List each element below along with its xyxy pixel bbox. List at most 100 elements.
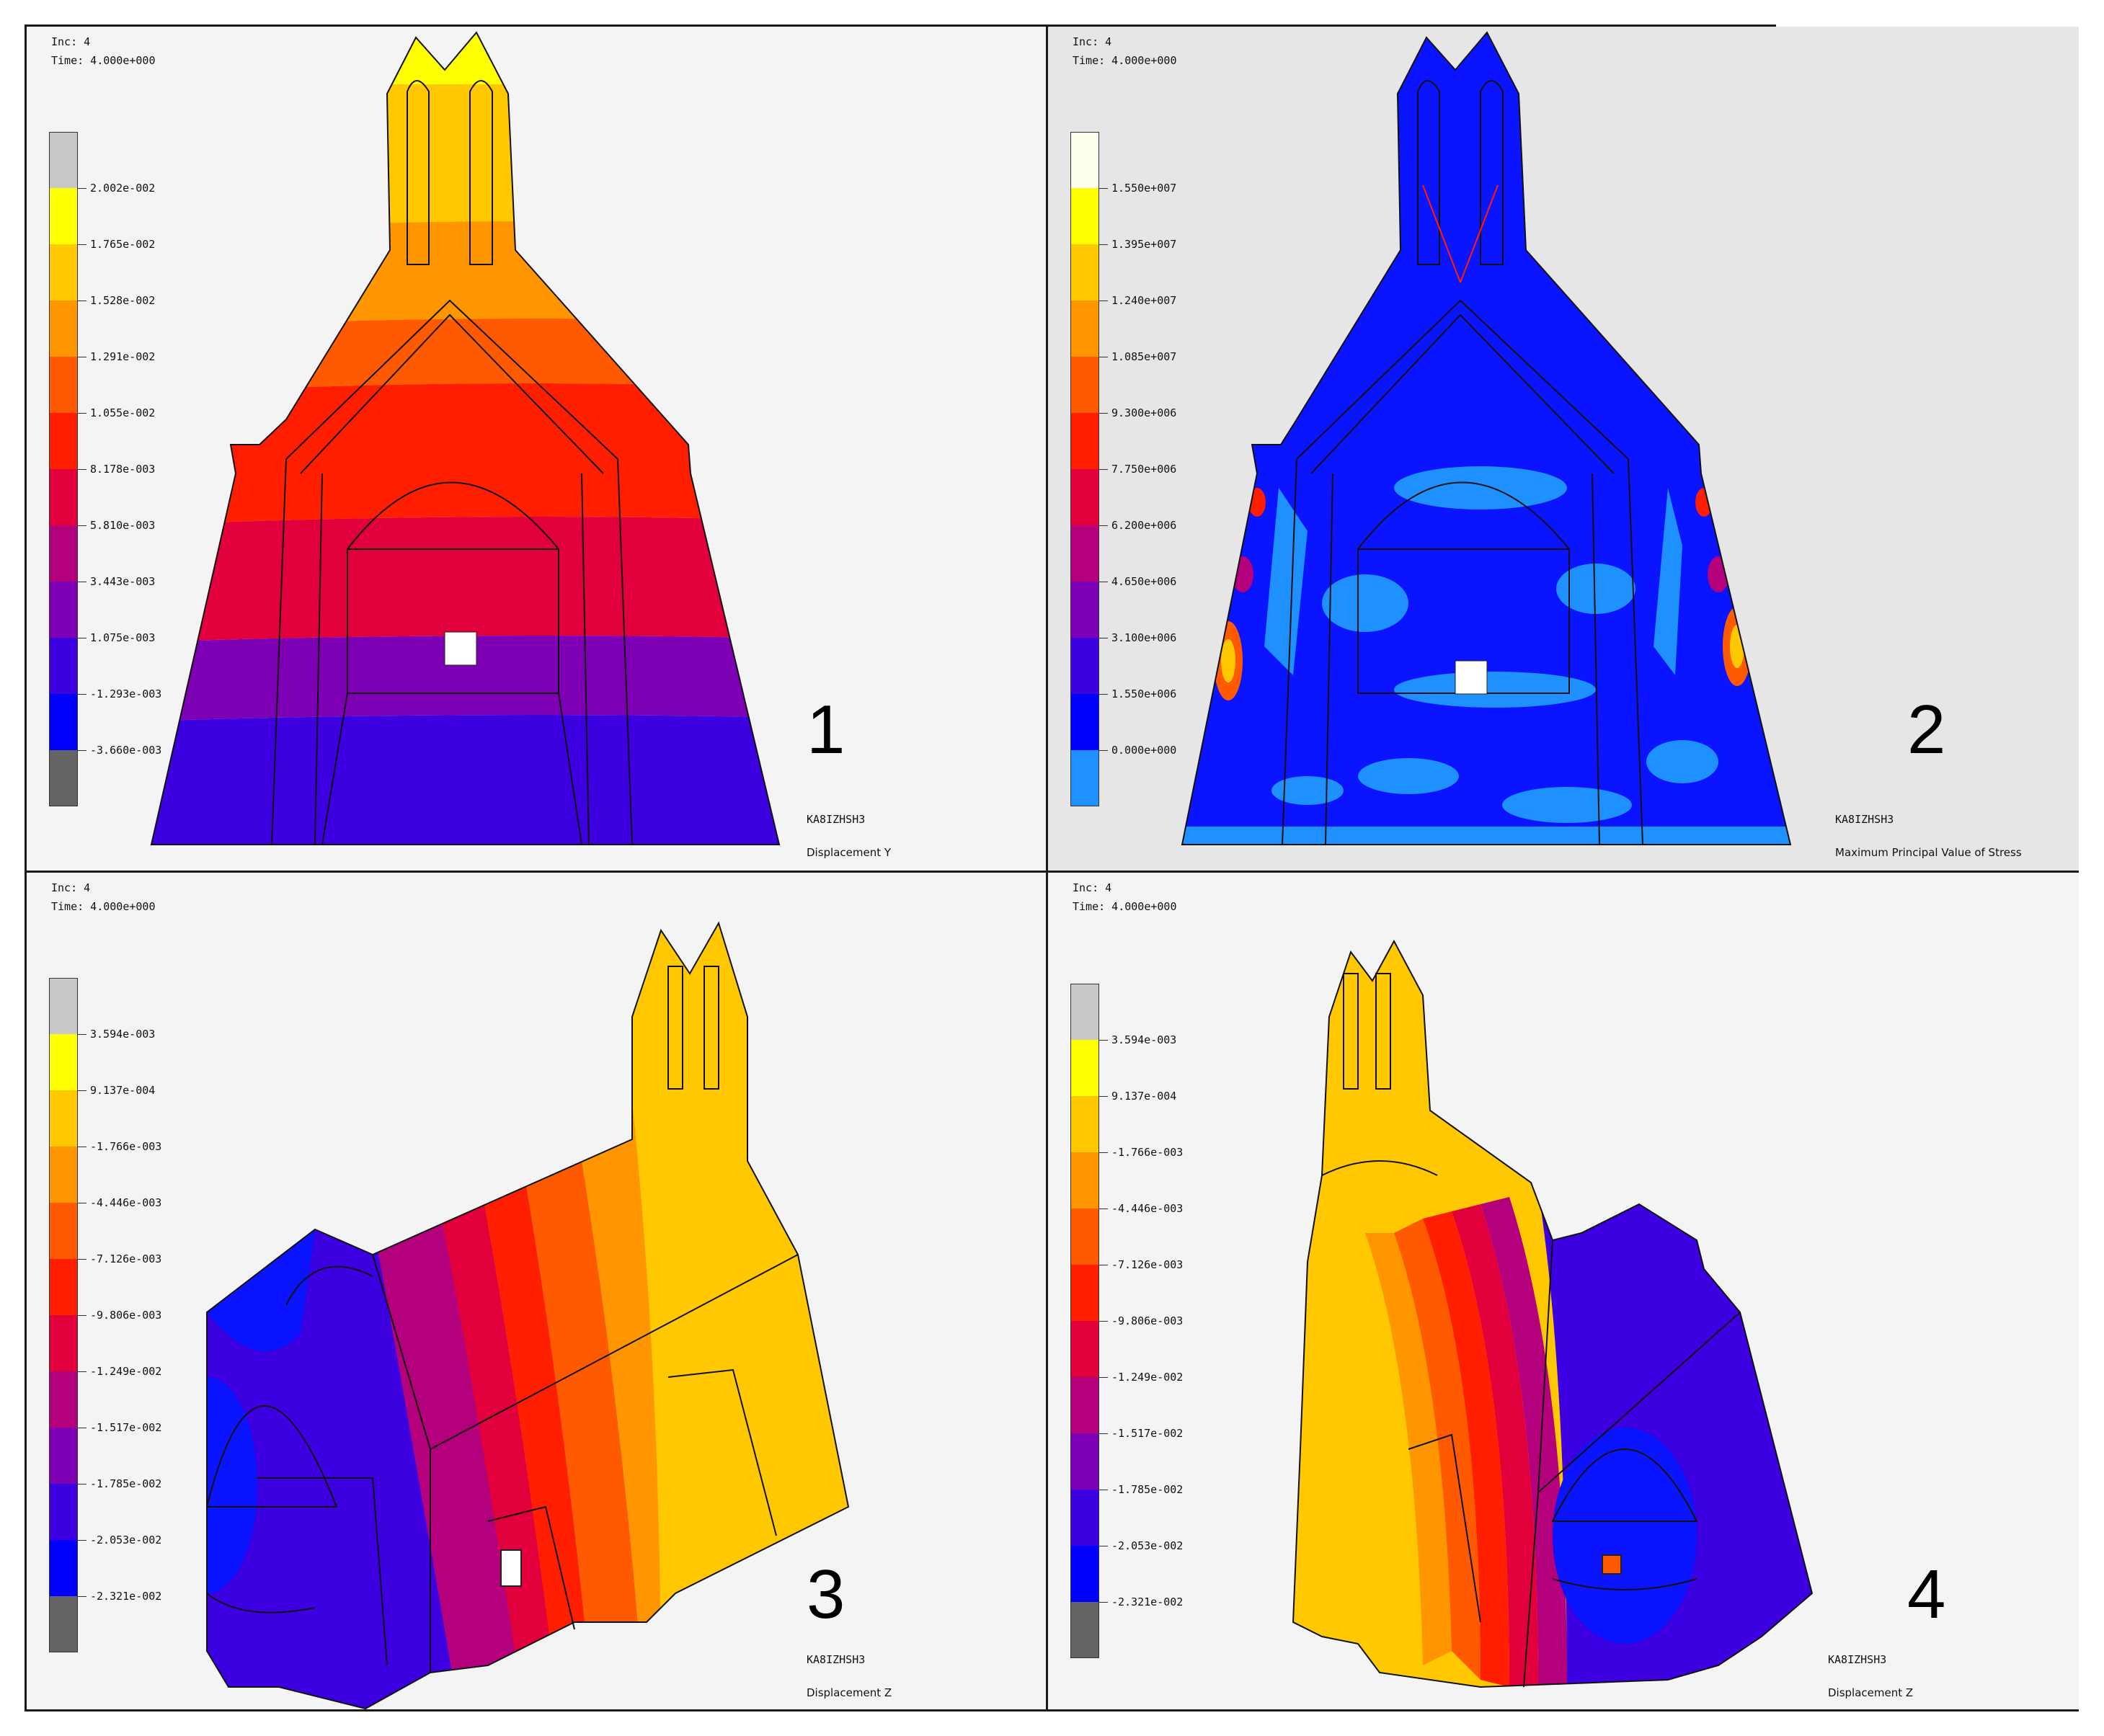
increment-info: Inc: 4 Time: 4.000e+000 — [1073, 32, 1177, 70]
legend-color-cell — [1070, 582, 1099, 638]
quantity-label: Maximum Principal Value of Stress — [1835, 846, 2022, 859]
legend-color-cell — [49, 1428, 78, 1484]
panel-displacement-z-left: Inc: 4 Time: 4.000e+000 3.594e-003 9.137e… — [27, 873, 1046, 1709]
frame-bottom — [25, 1709, 2079, 1711]
legend-tick-label: -1.517e-002 — [77, 1421, 162, 1434]
legend-tick-label: 1.550e+006 — [1098, 687, 1177, 700]
legend-tick-label: 0.000e+000 — [1098, 744, 1177, 757]
legend-tick-label: -3.660e-003 — [77, 744, 162, 757]
legend-color-cell — [1070, 1546, 1099, 1602]
legend-color-cell — [49, 1090, 78, 1147]
legend-tick-label: 3.594e-003 — [1098, 1033, 1177, 1046]
legend-tick-label: 9.137e-004 — [1098, 1090, 1177, 1103]
legend-tick-label: 1.291e-002 — [77, 350, 156, 363]
legend-tick-label: 1.395e+007 — [1098, 238, 1177, 251]
legend-color-cell — [49, 244, 78, 301]
legend-color-cell — [1070, 1152, 1099, 1208]
legend-color-cell — [49, 1315, 78, 1371]
legend-color-cell — [49, 301, 78, 357]
legend-tick-label: 9.300e+006 — [1098, 406, 1177, 419]
job-name: KA8IZHSH3 — [807, 813, 866, 826]
time-label: Time: 4.000e+000 — [1073, 900, 1177, 913]
panel-number: 4 — [1907, 1556, 1946, 1633]
legend-tick-label: -7.126e-003 — [77, 1252, 162, 1265]
legend-color-cell — [49, 469, 78, 525]
legend-tick-label: -9.806e-003 — [77, 1309, 162, 1322]
frame-mid-vertical — [1046, 25, 1048, 1711]
legend-tick-label: 8.178e-003 — [77, 463, 156, 476]
legend-color-cell — [49, 694, 78, 750]
panel-max-principal-stress: Inc: 4 Time: 4.000e+000 1.550e+007 1.395e… — [1048, 27, 2079, 871]
panel-number: 2 — [1907, 691, 1946, 768]
legend-color-cell — [49, 188, 78, 244]
legend-color-cell — [1070, 132, 1099, 188]
increment-info: Inc: 4 Time: 4.000e+000 — [51, 32, 156, 70]
church-front-model — [150, 31, 781, 845]
legend-tick-label: -1.517e-002 — [1098, 1427, 1184, 1440]
legend-color-cell — [1070, 1096, 1099, 1152]
legend-color-cell — [1070, 357, 1099, 413]
time-label: Time: 4.000e+000 — [51, 54, 156, 67]
legend-color-cell — [49, 1203, 78, 1259]
inc-label: Inc: 4 — [51, 35, 91, 48]
legend-tick-label: -9.806e-003 — [1098, 1314, 1184, 1327]
legend-color-cell — [1070, 244, 1099, 301]
legend-color-cell — [1070, 1265, 1099, 1321]
legend-color-cell — [1070, 750, 1099, 806]
legend-color-cell — [1070, 1602, 1099, 1658]
legend-tick-label: 3.443e-003 — [77, 575, 156, 588]
legend-tick-label: 1.085e+007 — [1098, 350, 1177, 363]
legend-tick-label: 5.810e-003 — [77, 519, 156, 532]
legend-color-cell — [1070, 525, 1099, 582]
panel-displacement-z-right: Inc: 4 Time: 4.000e+000 3.594e-003 9.137e… — [1048, 873, 2079, 1709]
inc-label: Inc: 4 — [1073, 881, 1112, 894]
frame-top — [25, 25, 1776, 27]
legend-tick-label: -2.321e-002 — [77, 1590, 162, 1603]
job-name: KA8IZHSH3 — [807, 1653, 866, 1666]
legend-tick-label: 3.100e+006 — [1098, 631, 1177, 644]
legend-tick-label: 4.650e+006 — [1098, 575, 1177, 588]
legend-color-cell — [49, 1259, 78, 1315]
legend-tick-label: 1.765e-002 — [77, 238, 156, 251]
legend-color-cell — [1070, 1377, 1099, 1433]
legend-tick-label: 1.075e-003 — [77, 631, 156, 644]
legend-color-cell — [1070, 1040, 1099, 1096]
legend-tick-label: -4.446e-003 — [1098, 1202, 1184, 1215]
legend-tick-label: 7.750e+006 — [1098, 463, 1177, 476]
legend-tick-label: -1.249e-002 — [1098, 1371, 1184, 1384]
legend-color-cell — [1070, 638, 1099, 694]
legend-color-cell — [49, 638, 78, 694]
legend-tick-label: 1.550e+007 — [1098, 182, 1177, 195]
church-front-stress-model — [1181, 31, 1792, 845]
increment-info: Inc: 4 Time: 4.000e+000 — [51, 878, 156, 916]
job-name: KA8IZHSH3 — [1835, 813, 1894, 826]
church-3d-model-right — [1292, 939, 1814, 1688]
legend-color-cell — [49, 978, 78, 1034]
legend-color-cell — [49, 357, 78, 413]
frame-mid-horizontal — [25, 871, 2079, 873]
legend-color-cell — [1070, 413, 1099, 469]
legend-color-cell — [1070, 1490, 1099, 1546]
legend-tick-label: -4.446e-003 — [77, 1196, 162, 1209]
inc-label: Inc: 4 — [51, 881, 91, 894]
legend-tick-label: -2.053e-002 — [77, 1534, 162, 1546]
legend-color-cell — [49, 1484, 78, 1540]
legend-color-cell — [1070, 469, 1099, 525]
color-legend — [49, 132, 78, 806]
legend-color-cell — [1070, 984, 1099, 1040]
legend-color-cell — [49, 413, 78, 469]
legend-color-cell — [1070, 1208, 1099, 1265]
panel-number: 3 — [807, 1556, 845, 1633]
legend-tick-label: 3.594e-003 — [77, 1028, 156, 1041]
legend-color-cell — [1070, 188, 1099, 244]
job-name: KA8IZHSH3 — [1828, 1653, 1887, 1666]
inc-label: Inc: 4 — [1073, 35, 1112, 48]
legend-tick-label: -7.126e-003 — [1098, 1258, 1184, 1271]
legend-tick-label: 6.200e+006 — [1098, 519, 1177, 532]
frame-left — [25, 25, 27, 1711]
legend-color-cell — [49, 1540, 78, 1596]
legend-tick-label: -1.293e-003 — [77, 687, 162, 700]
legend-tick-label: -1.249e-002 — [77, 1365, 162, 1378]
legend-tick-label: -1.766e-003 — [1098, 1146, 1184, 1159]
legend-color-cell — [49, 750, 78, 806]
